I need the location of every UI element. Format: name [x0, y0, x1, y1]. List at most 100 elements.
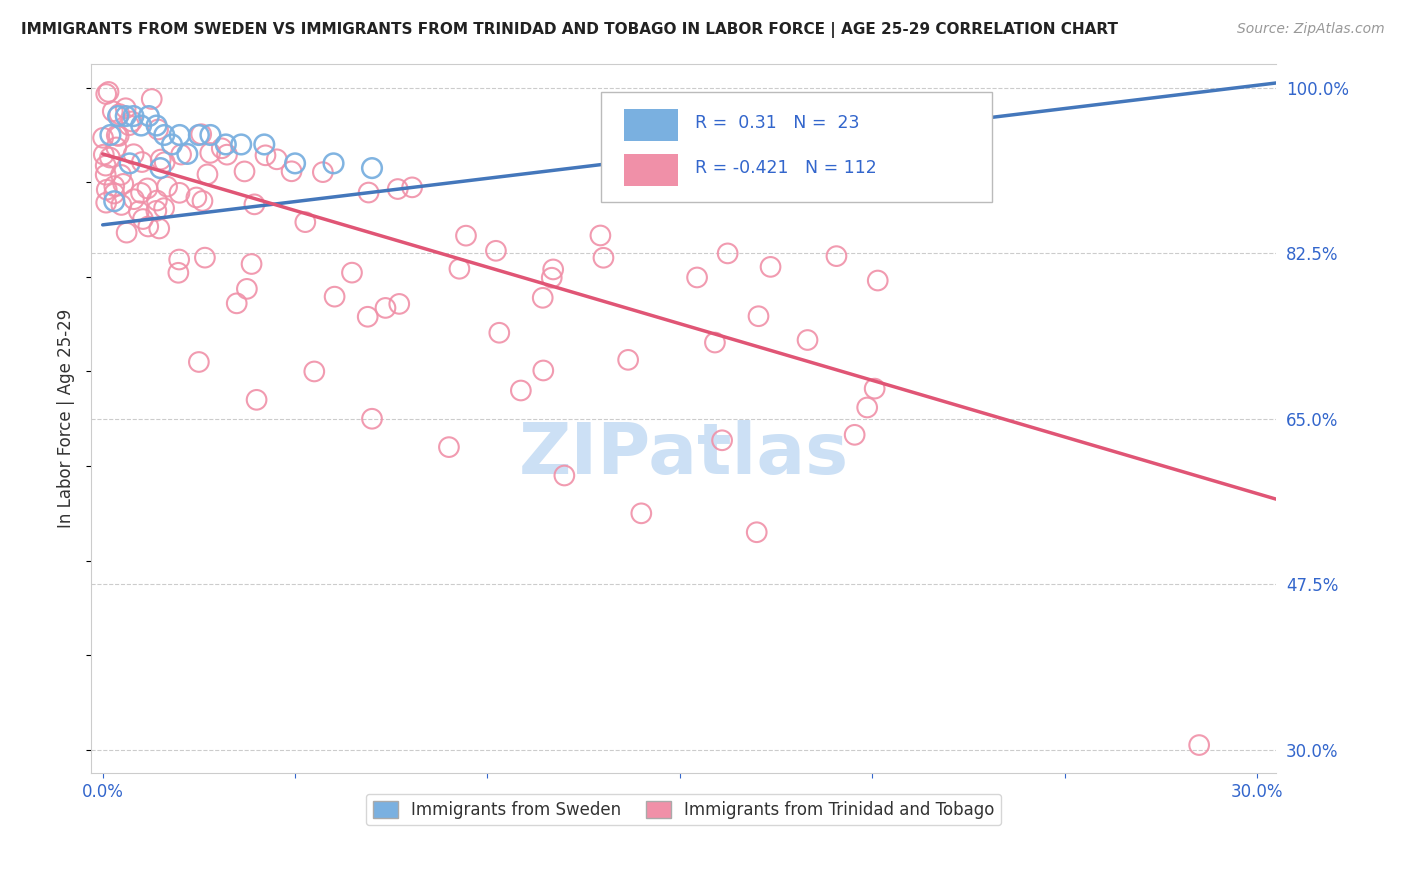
Point — [540, 270, 562, 285]
Point — [93, 147, 115, 161]
Point — [454, 228, 477, 243]
Point — [361, 161, 384, 175]
Point — [245, 392, 267, 407]
Point — [138, 109, 160, 123]
Point — [94, 159, 117, 173]
Point — [197, 167, 219, 181]
Point — [856, 401, 879, 415]
Point — [284, 156, 307, 170]
Point — [200, 128, 222, 142]
Point — [717, 246, 740, 260]
Point — [374, 301, 396, 315]
Point — [105, 128, 128, 143]
Bar — [624, 154, 678, 186]
Point — [103, 186, 125, 201]
Text: R = -0.421   N = 112: R = -0.421 N = 112 — [696, 160, 877, 178]
Point — [110, 168, 132, 182]
Point — [294, 215, 316, 229]
Point — [844, 427, 866, 442]
Point — [148, 221, 170, 235]
Point — [589, 228, 612, 243]
Point — [592, 251, 614, 265]
Point — [215, 147, 238, 161]
Point — [215, 137, 238, 152]
Point — [437, 440, 460, 454]
Point — [167, 266, 190, 280]
Point — [122, 109, 145, 123]
Point — [243, 197, 266, 211]
Point — [357, 310, 380, 324]
Point — [194, 251, 217, 265]
Legend: Immigrants from Sweden, Immigrants from Trinidad and Tobago: Immigrants from Sweden, Immigrants from … — [366, 794, 1001, 825]
Point — [114, 101, 136, 115]
Point — [796, 333, 818, 347]
Point — [187, 128, 209, 142]
Point — [108, 107, 131, 121]
Point — [785, 180, 807, 194]
Point — [401, 180, 423, 194]
Point — [211, 141, 233, 155]
Point — [617, 352, 640, 367]
Point — [703, 335, 725, 350]
Text: R =  0.31   N =  23: R = 0.31 N = 23 — [696, 114, 860, 132]
Point — [98, 151, 121, 165]
Point — [115, 226, 138, 240]
Point — [190, 127, 212, 141]
Point — [449, 261, 471, 276]
Point — [745, 525, 768, 540]
Point — [711, 434, 734, 448]
Point — [254, 148, 277, 162]
Point — [146, 122, 169, 136]
Point — [541, 262, 564, 277]
Point — [187, 355, 209, 369]
Point — [866, 273, 889, 287]
Point — [149, 153, 172, 167]
Point — [388, 297, 411, 311]
Point — [169, 186, 191, 200]
Point — [141, 92, 163, 106]
Point — [103, 194, 125, 209]
Point — [485, 244, 508, 258]
Point — [186, 190, 208, 204]
Point — [128, 204, 150, 219]
Point — [121, 114, 143, 128]
Point — [225, 296, 247, 310]
Point — [97, 85, 120, 99]
Point — [200, 145, 222, 160]
Text: IMMIGRANTS FROM SWEDEN VS IMMIGRANTS FROM TRINIDAD AND TOBAGO IN LABOR FORCE | A: IMMIGRANTS FROM SWEDEN VS IMMIGRANTS FRO… — [21, 22, 1118, 38]
Point — [312, 165, 335, 179]
Bar — [624, 109, 678, 141]
Point — [103, 179, 125, 194]
Point — [101, 104, 124, 119]
Point — [236, 282, 259, 296]
Point — [160, 137, 183, 152]
Point — [96, 183, 118, 197]
Text: ZIPatlas: ZIPatlas — [519, 420, 849, 489]
Point — [118, 156, 141, 170]
Text: Source: ZipAtlas.com: Source: ZipAtlas.com — [1237, 22, 1385, 37]
Point — [105, 140, 128, 154]
Point — [863, 382, 886, 396]
Point — [96, 195, 118, 210]
Point — [145, 203, 167, 218]
Point — [156, 179, 179, 194]
Point — [531, 363, 554, 377]
Point — [110, 198, 132, 212]
Point — [357, 186, 380, 200]
Point — [153, 128, 176, 142]
Point — [146, 194, 169, 208]
Point — [323, 290, 346, 304]
Point — [304, 364, 326, 378]
Point — [759, 260, 782, 274]
Point — [149, 161, 172, 175]
Point — [176, 147, 198, 161]
Point — [136, 181, 159, 195]
Point — [233, 164, 256, 178]
Point — [361, 411, 384, 425]
Point — [132, 212, 155, 227]
Point — [122, 147, 145, 161]
Point — [131, 155, 153, 169]
Point — [100, 128, 122, 142]
Point — [136, 219, 159, 234]
Point — [114, 109, 136, 123]
